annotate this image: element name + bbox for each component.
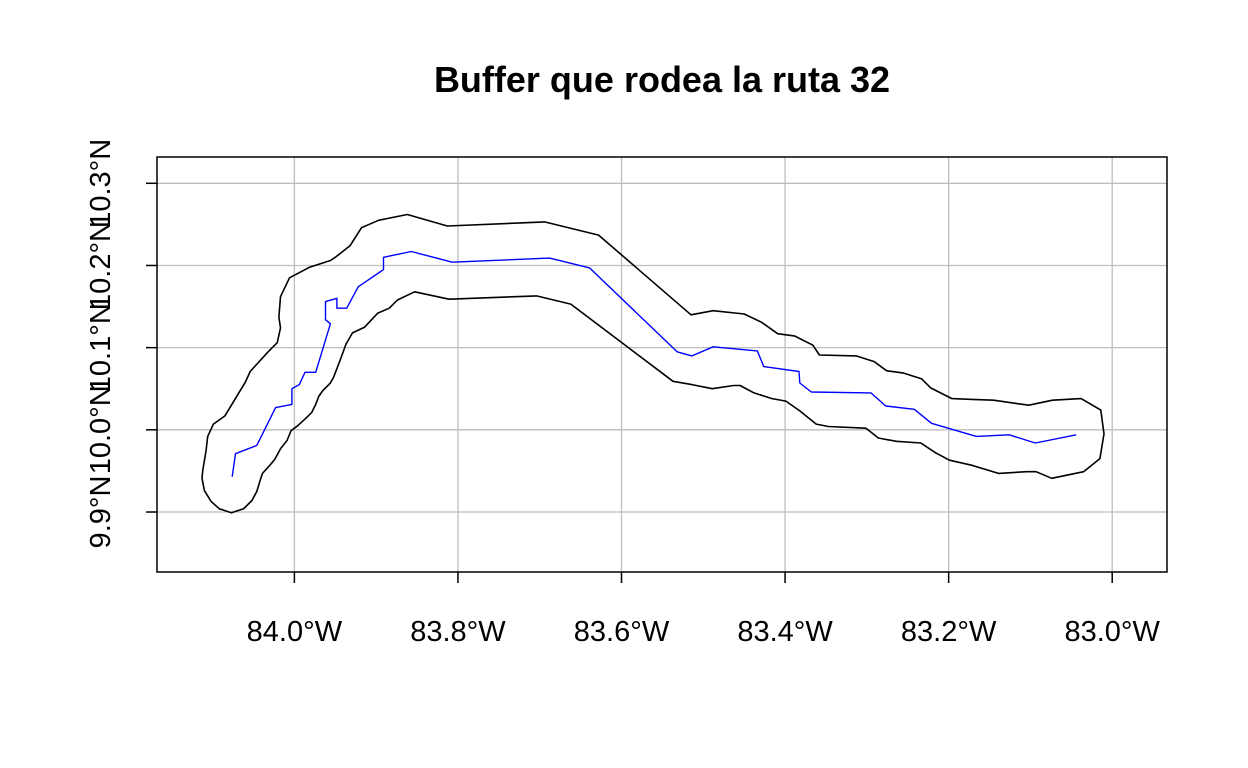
map-layers xyxy=(201,213,1105,514)
map-title: Buffer que rodea la ruta 32 xyxy=(434,59,890,100)
x-axis-tick-label: 84.0°W xyxy=(247,616,343,648)
y-axis-tick-label: 10.3°N xyxy=(85,139,117,228)
plot-frame xyxy=(156,156,1168,573)
y-axis-tick-label: 10.2°N xyxy=(85,221,117,310)
buffer-polygon xyxy=(201,213,1105,514)
y-axis-tick-label: 10.0°N xyxy=(85,385,117,474)
x-axis-tick-label: 83.0°W xyxy=(1064,616,1160,648)
y-axis-tick-label: 9.9°N xyxy=(85,476,117,549)
axes: 84.0°W 83.8°W 83.6°W 83.4°W 83.2°W 83.0°W 9.9°… xyxy=(85,139,1161,648)
route-32-line xyxy=(231,250,1077,477)
x-axis-tick-label: 83.8°W xyxy=(410,616,506,648)
y-axis-tick-label: 10.1°N xyxy=(85,303,117,392)
x-axis-tick-label: 83.6°W xyxy=(574,616,670,648)
x-axis-tick-label: 83.2°W xyxy=(901,616,997,648)
graticule xyxy=(157,157,1167,572)
x-axis-tick-label: 83.4°W xyxy=(737,616,833,648)
